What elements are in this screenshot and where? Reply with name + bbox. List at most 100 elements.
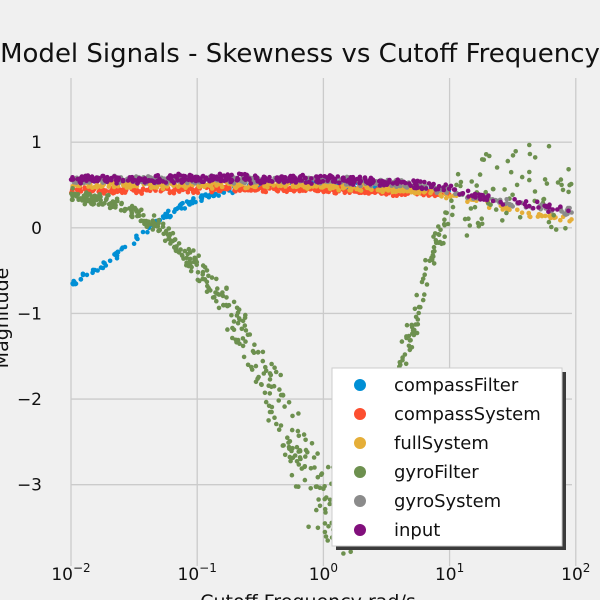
data-point <box>191 196 196 201</box>
y-tick-label: 1 <box>31 133 42 153</box>
data-point <box>172 245 177 250</box>
data-point <box>390 189 396 195</box>
data-point <box>288 458 293 464</box>
data-point <box>121 183 126 188</box>
data-point <box>441 187 447 193</box>
data-point <box>286 400 292 405</box>
data-point <box>168 189 173 194</box>
data-point <box>357 174 363 180</box>
data-point <box>135 236 140 242</box>
x-tick-label: 100 <box>309 561 338 585</box>
data-point <box>163 230 169 236</box>
data-point <box>316 497 321 502</box>
data-point <box>155 173 161 178</box>
data-point <box>105 193 110 198</box>
data-point <box>266 383 272 389</box>
legend-label: input <box>394 520 440 541</box>
data-point <box>527 151 533 157</box>
data-point <box>422 179 427 185</box>
data-point <box>327 497 333 503</box>
data-point <box>112 252 117 257</box>
data-point <box>536 205 541 210</box>
data-point <box>156 221 161 226</box>
data-point <box>324 495 329 500</box>
data-point <box>505 158 511 164</box>
data-point <box>89 201 94 206</box>
data-point <box>247 332 253 337</box>
data-point <box>567 218 572 224</box>
data-point <box>423 257 428 263</box>
data-point <box>103 197 109 202</box>
data-point <box>230 335 235 341</box>
data-point <box>527 177 532 183</box>
data-point <box>235 320 241 326</box>
data-point <box>166 175 171 180</box>
data-point <box>426 181 432 186</box>
data-point <box>212 294 217 300</box>
data-point <box>294 459 300 464</box>
data-point <box>465 199 470 205</box>
data-point <box>350 174 356 180</box>
data-point <box>125 178 131 183</box>
data-point <box>297 182 303 188</box>
y-tick-label: −2 <box>17 390 42 410</box>
data-point <box>253 363 259 369</box>
data-point <box>231 319 237 324</box>
data-point <box>381 181 387 187</box>
data-point <box>278 183 284 189</box>
data-point <box>334 185 340 190</box>
data-point <box>279 174 285 179</box>
data-point <box>299 178 305 183</box>
data-point <box>261 371 267 376</box>
data-point <box>199 179 205 184</box>
data-point <box>504 197 510 202</box>
data-point <box>512 197 517 202</box>
data-point <box>319 471 325 476</box>
data-point <box>276 427 282 433</box>
data-point <box>419 185 425 190</box>
data-point <box>91 194 96 200</box>
data-point <box>259 178 265 184</box>
data-point <box>131 241 137 246</box>
data-point <box>306 524 311 530</box>
data-point <box>119 200 124 206</box>
data-point <box>229 172 234 178</box>
data-point <box>404 322 410 328</box>
data-point <box>80 271 86 277</box>
legend-label: compassFilter <box>394 375 519 396</box>
data-point <box>550 207 555 212</box>
data-point <box>481 197 487 202</box>
data-point <box>195 190 201 195</box>
data-point <box>176 241 182 246</box>
data-point <box>438 227 443 233</box>
data-point <box>403 361 409 367</box>
data-point <box>364 190 370 195</box>
data-point <box>269 361 274 367</box>
data-point <box>266 403 272 409</box>
data-point <box>205 283 210 289</box>
data-point <box>172 209 177 215</box>
data-point <box>429 184 435 189</box>
data-point <box>186 246 192 252</box>
data-point <box>89 174 95 179</box>
data-point <box>200 272 205 277</box>
data-point <box>198 194 204 200</box>
data-point <box>286 178 292 183</box>
data-point <box>546 209 551 214</box>
legend-marker <box>354 379 366 391</box>
data-point <box>136 213 142 218</box>
data-point <box>237 341 242 347</box>
data-point <box>240 336 246 341</box>
data-point <box>312 465 317 470</box>
data-point <box>252 342 257 348</box>
data-point <box>403 180 408 186</box>
data-point <box>337 180 342 186</box>
data-point <box>224 295 229 300</box>
data-point <box>358 179 364 184</box>
y-tick-label: −3 <box>17 476 42 496</box>
data-point <box>274 421 279 427</box>
data-point <box>146 219 151 224</box>
data-point <box>303 447 309 453</box>
data-point <box>224 286 229 292</box>
data-point <box>399 180 404 185</box>
